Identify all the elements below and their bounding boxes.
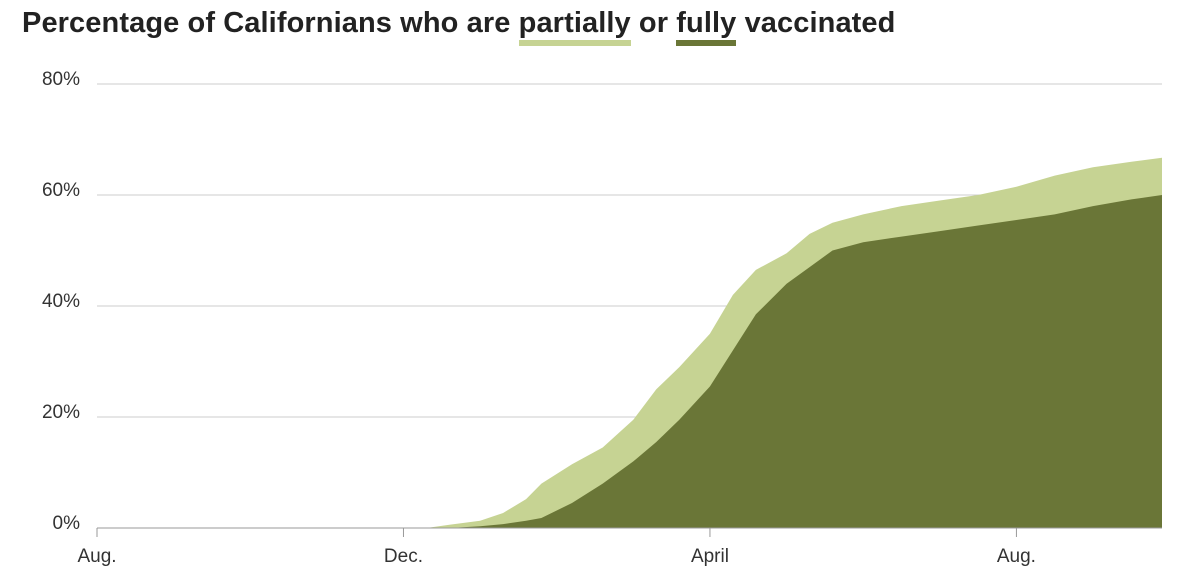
legend-partially: partially xyxy=(518,6,631,46)
title-prefix: Percentage of Californians who are xyxy=(22,7,519,39)
axis-layer: Aug. Dec. April Aug. xyxy=(77,527,1162,567)
x-tick-label-3: Aug. xyxy=(997,546,1036,567)
x-tick-label-1: Dec. xyxy=(384,546,423,567)
y-tick-label-40: 40% xyxy=(42,291,80,312)
y-tick-label-20: 20% xyxy=(42,402,80,423)
y-tick-label-60: 60% xyxy=(42,180,80,201)
y-tick-label-80: 80% xyxy=(42,69,80,90)
area-layer xyxy=(97,157,1162,529)
y-tick-label-0: 0% xyxy=(53,513,81,534)
title-suffix: vaccinated xyxy=(736,7,896,39)
x-tick-label-2: April xyxy=(691,546,729,567)
chart-title: Percentage of Californians who are parti… xyxy=(22,6,895,46)
title-middle: or xyxy=(630,7,677,39)
legend-fully: fully xyxy=(676,6,737,46)
x-tick-label-0: Aug. xyxy=(77,546,116,567)
area-fully xyxy=(97,195,1162,528)
